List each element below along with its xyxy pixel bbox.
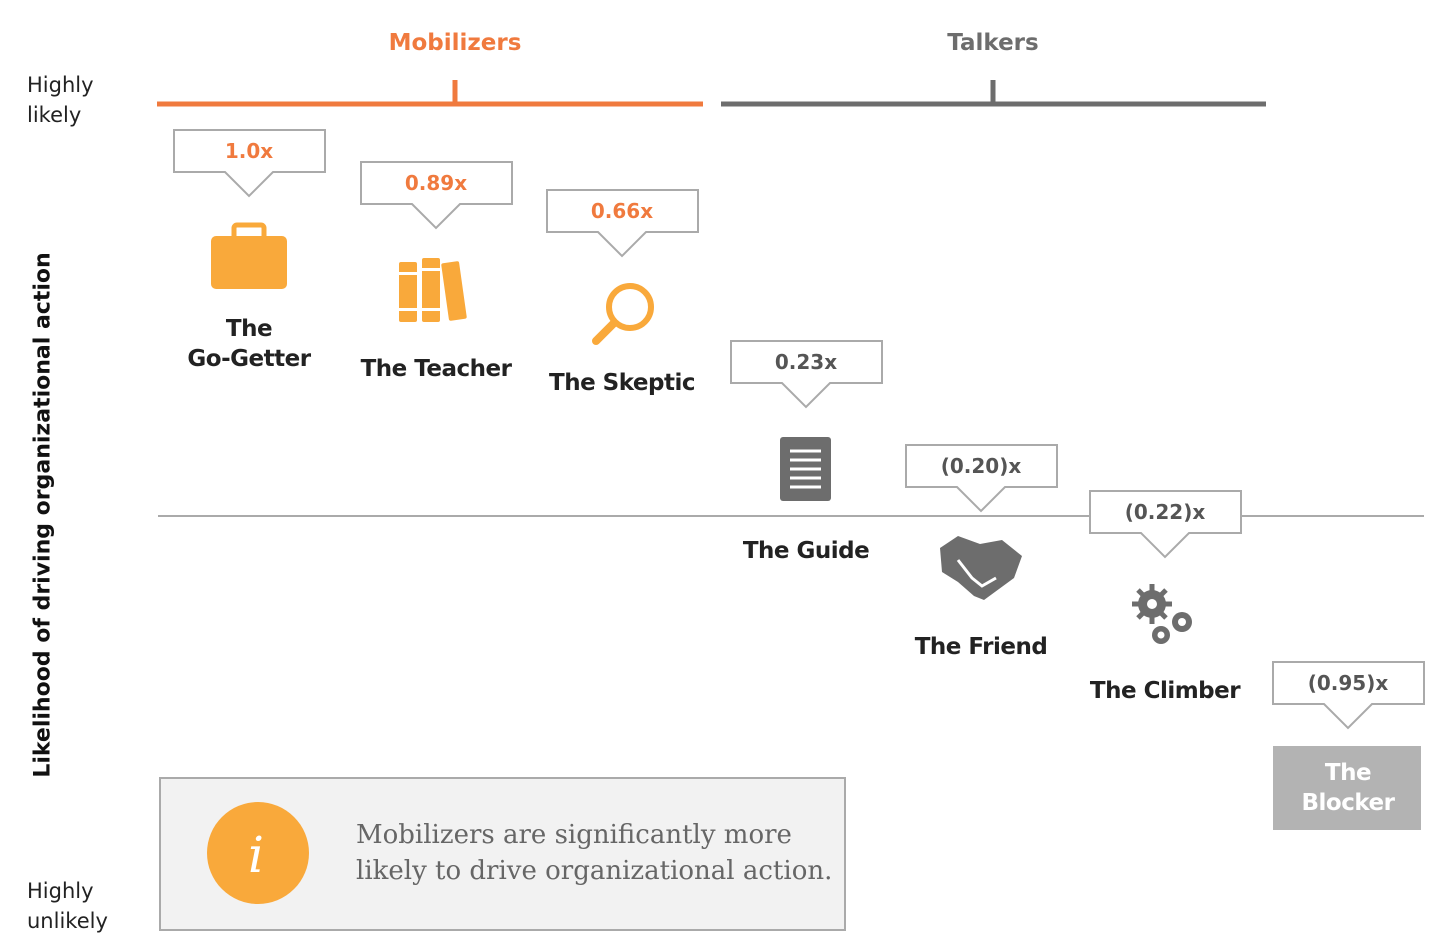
multiplier: 0.89x [404,171,468,195]
info-i: i [248,826,264,884]
talkers-bracket [721,80,1266,107]
handshake-icon [940,536,1022,600]
group-label: Talkers [947,30,1039,56]
info-icon [207,802,309,904]
callout [905,444,1058,513]
axis-bottom: Highly unlikely [27,879,108,933]
multiplier: 0.66x [590,199,654,223]
profile-name: The Go-Getter [187,316,311,372]
mobilizers-bracket [157,80,703,107]
axis-top: Highly likely [27,73,94,127]
callout [730,340,883,409]
profile-name: The Climber [1089,678,1241,704]
callout [1089,490,1242,559]
books-icon [399,258,467,322]
blocker-box [1273,746,1421,830]
multiplier: 1.0x [224,139,274,163]
profile-name: The Teacher [360,356,512,382]
document-icon [780,437,831,501]
callout [173,129,326,198]
multiplier: (0.20)x [940,454,1022,478]
profile-name: The Blocker [1301,760,1395,816]
axis-label: Likelihood of driving organizational act… [30,252,56,778]
briefcase-icon [211,222,287,289]
group-label: Mobilizers [388,30,522,56]
profile-name: The Friend [914,634,1048,660]
profile-name: The Guide [742,538,870,564]
magnifier-icon [592,283,654,345]
callout [360,161,513,230]
callout [1272,661,1425,730]
callout [546,189,699,258]
multiplier: (0.22)x [1124,500,1206,524]
profile-name: The Skeptic [549,370,696,396]
gears-icon [1132,584,1192,644]
note-text: Mobilizers are significantly more likely… [356,820,833,886]
multiplier: 0.23x [774,350,838,374]
multiplier: (0.95)x [1307,671,1389,695]
